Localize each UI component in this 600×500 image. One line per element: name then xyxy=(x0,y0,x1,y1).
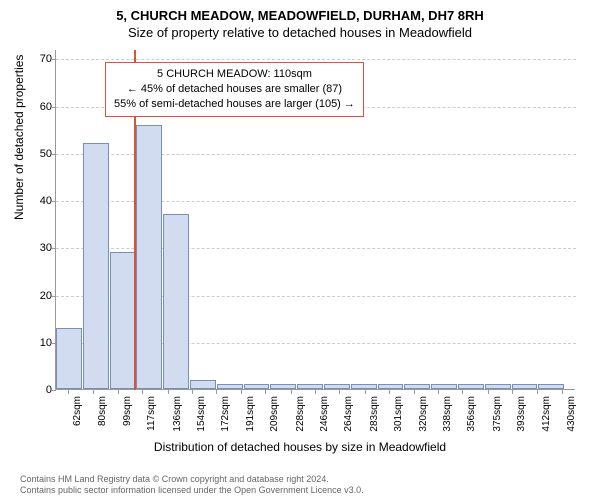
histogram-bar xyxy=(297,384,323,389)
xtick-label: 301sqm xyxy=(393,396,404,432)
attribution-footer: Contains HM Land Registry data © Crown c… xyxy=(0,474,600,497)
annotation-line-1: 5 CHURCH MEADOW: 110sqm xyxy=(114,67,355,82)
y-axis-label: Number of detached properties xyxy=(12,55,26,220)
ytick-label: 20 xyxy=(28,290,52,302)
ytick-label: 30 xyxy=(28,242,52,254)
ytick-mark xyxy=(52,201,56,202)
histogram-bar xyxy=(190,380,216,389)
xtick-mark xyxy=(365,390,366,394)
histogram-bar xyxy=(163,214,189,389)
annotation-line-3: 55% of semi-detached houses are larger (… xyxy=(114,97,355,112)
ytick-label: 70 xyxy=(28,53,52,65)
xtick-label: 172sqm xyxy=(220,396,231,432)
footer-line-1: Contains HM Land Registry data © Crown c… xyxy=(20,474,600,485)
xtick-mark xyxy=(462,390,463,394)
xtick-label: 246sqm xyxy=(319,396,330,432)
histogram-bar xyxy=(217,384,243,389)
x-axis-label: Distribution of detached houses by size … xyxy=(0,440,600,454)
histogram-bar xyxy=(431,384,457,389)
page-subtitle: Size of property relative to detached ho… xyxy=(0,25,600,40)
histogram-bar xyxy=(324,384,350,389)
histogram-bar xyxy=(83,143,109,389)
xtick-mark xyxy=(537,390,538,394)
xtick-mark xyxy=(438,390,439,394)
xtick-mark xyxy=(339,390,340,394)
xtick-label: 62sqm xyxy=(72,396,83,426)
xtick-label: 375sqm xyxy=(492,396,503,432)
xtick-label: 393sqm xyxy=(516,396,527,432)
xtick-row: 62sqm 80sqm 99sqm 117sqm 136sqm 154sqm 172sqm 1… xyxy=(55,390,575,440)
xtick-mark xyxy=(118,390,119,394)
xtick-label: 430sqm xyxy=(566,396,577,432)
xtick-label: 191sqm xyxy=(245,396,256,432)
xtick-mark xyxy=(291,390,292,394)
histogram-bar xyxy=(270,384,296,389)
ytick-label: 50 xyxy=(28,148,52,160)
xtick-mark xyxy=(142,390,143,394)
histogram-chart: 010203040506070 5 CHURCH MEADOW: 110sqm … xyxy=(55,50,575,390)
ytick-mark xyxy=(52,59,56,60)
histogram-bar xyxy=(351,384,377,389)
xtick-mark xyxy=(562,390,563,394)
xtick-label: 80sqm xyxy=(97,396,108,426)
marker-annotation: 5 CHURCH MEADOW: 110sqm ← 45% of detache… xyxy=(105,62,364,117)
xtick-label: 154sqm xyxy=(196,396,207,432)
xtick-mark xyxy=(315,390,316,394)
ytick-mark xyxy=(52,154,56,155)
xtick-mark xyxy=(216,390,217,394)
histogram-bar xyxy=(136,125,162,389)
xtick-label: 320sqm xyxy=(418,396,429,432)
histogram-bar xyxy=(512,384,538,389)
xtick-label: 209sqm xyxy=(269,396,280,432)
xtick-mark xyxy=(241,390,242,394)
ytick-mark xyxy=(52,296,56,297)
xtick-label: 283sqm xyxy=(369,396,380,432)
histogram-bar xyxy=(244,384,270,389)
annotation-line-2: ← 45% of detached houses are smaller (87… xyxy=(114,82,355,97)
histogram-bar xyxy=(56,328,82,389)
xtick-label: 228sqm xyxy=(295,396,306,432)
ytick-label: 60 xyxy=(28,101,52,113)
xtick-label: 136sqm xyxy=(172,396,183,432)
histogram-bar xyxy=(538,384,564,389)
ytick-label: 40 xyxy=(28,195,52,207)
xtick-mark xyxy=(93,390,94,394)
xtick-label: 99sqm xyxy=(122,396,133,426)
xtick-label: 264sqm xyxy=(343,396,354,432)
ytick-label: 10 xyxy=(28,337,52,349)
xtick-mark xyxy=(512,390,513,394)
page-title-address: 5, CHURCH MEADOW, MEADOWFIELD, DURHAM, D… xyxy=(0,8,600,23)
xtick-label: 356sqm xyxy=(466,396,477,432)
ytick-mark xyxy=(52,107,56,108)
histogram-bar xyxy=(458,384,484,389)
xtick-mark xyxy=(414,390,415,394)
xtick-mark xyxy=(389,390,390,394)
xtick-label: 117sqm xyxy=(146,396,157,431)
footer-line-2: Contains public sector information licen… xyxy=(20,485,600,496)
histogram-bar xyxy=(404,384,430,389)
xtick-mark xyxy=(68,390,69,394)
histogram-bar xyxy=(110,252,136,389)
histogram-bar xyxy=(378,384,404,389)
xtick-mark xyxy=(265,390,266,394)
xtick-label: 412sqm xyxy=(541,396,552,432)
ytick-label: 0 xyxy=(28,384,52,396)
xtick-mark xyxy=(168,390,169,394)
xtick-label: 338sqm xyxy=(442,396,453,432)
xtick-mark xyxy=(192,390,193,394)
ytick-mark xyxy=(52,248,56,249)
histogram-bar xyxy=(485,384,511,389)
xtick-mark xyxy=(488,390,489,394)
